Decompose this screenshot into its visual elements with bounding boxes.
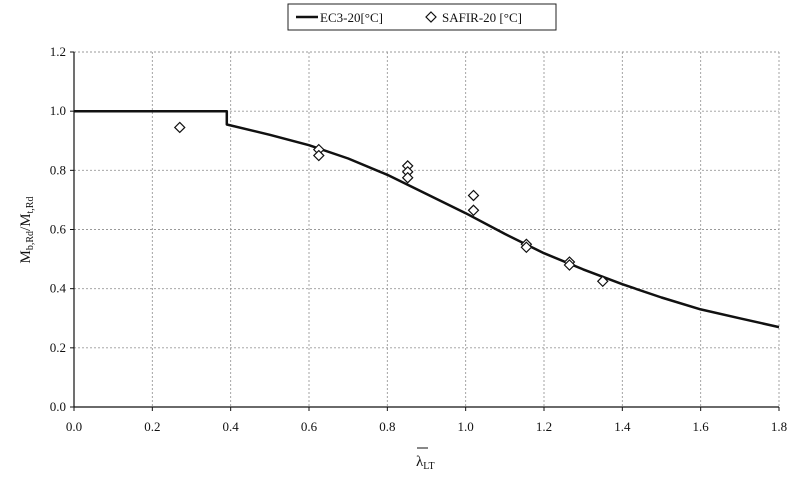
x-axis-label-main: λ [416, 454, 424, 470]
legend-diamond-swatch [425, 11, 437, 23]
axes [70, 51, 780, 411]
y-tick-label: 0.6 [50, 222, 67, 237]
y-tick-label: 0.8 [50, 162, 66, 177]
safir-point [312, 149, 325, 162]
y-tick-label: 1.0 [50, 103, 66, 118]
x-tick-label: 0.0 [66, 419, 82, 434]
legend: EC3-20[°C] SAFIR-20 [°C] [287, 3, 557, 31]
y-axis-label-sub1: b,Rd [25, 231, 36, 250]
safir-point [596, 275, 609, 288]
x-tick-label: 1.4 [614, 419, 631, 434]
x-tick-label: 0.4 [223, 419, 240, 434]
safir-point [467, 204, 480, 217]
safir-point [401, 171, 414, 184]
x-tick-label: 0.2 [144, 419, 160, 434]
x-tick-labels: 0.0 0.2 0.4 0.6 0.8 1.0 1.2 1.4 1.6 1.8 [66, 419, 787, 434]
safir-point [173, 121, 186, 134]
x-axis-label: λLT [416, 447, 435, 472]
x-tick-label: 1.8 [771, 419, 787, 434]
x-tick-label: 1.2 [536, 419, 552, 434]
legend-box [287, 3, 557, 31]
legend-label-safir: SAFIR-20 [°C] [442, 10, 522, 25]
safir-point [467, 189, 480, 202]
legend-label-ec3: EC3-20[°C] [320, 10, 383, 25]
y-axis-label-sep: /M [18, 213, 34, 231]
y-tick-label: 0.2 [50, 340, 66, 355]
x-tick-label: 1.0 [458, 419, 474, 434]
y-tick-labels: 0.0 0.2 0.4 0.6 0.8 1.0 1.2 [50, 44, 67, 414]
ec3-line-series [74, 109, 780, 329]
y-axis-label-m: M [18, 250, 34, 263]
y-tick-label: 0.4 [50, 281, 67, 296]
y-tick-label: 1.2 [50, 44, 66, 59]
y-axis-label-sub2: t,Rd [25, 197, 36, 214]
grid [74, 51, 780, 407]
y-axis-label: Mb,Rd/Mt,Rd [18, 197, 36, 264]
x-axis-label-text: λLT [416, 454, 435, 472]
y-tick-label: 0.0 [50, 399, 66, 414]
safir-point [563, 259, 576, 271]
x-tick-label: 1.6 [693, 419, 710, 434]
ec3-curve [74, 109, 780, 329]
safir-scatter-series [173, 121, 609, 288]
safir-point [520, 241, 533, 254]
x-tick-label: 0.6 [301, 419, 318, 434]
x-tick-label: 0.8 [379, 419, 395, 434]
y-axis-label-text: Mb,Rd/Mt,Rd [18, 197, 36, 264]
x-axis-label-sub: LT [423, 461, 434, 472]
